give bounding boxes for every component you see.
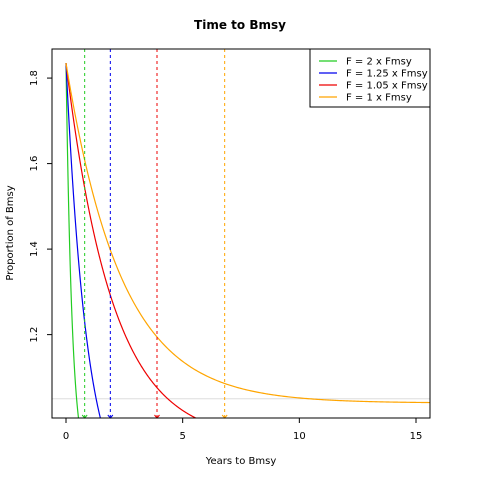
x-tick-label-0: 0 <box>63 431 69 442</box>
x-tick-label-2: 10 <box>293 431 306 442</box>
y-axis-label: Proportion of Bmsy <box>5 185 16 280</box>
y-tick-label-3: 1.8 <box>29 70 40 86</box>
y-tick-label-0: 1.2 <box>29 327 40 343</box>
series-line-0 <box>65 63 80 418</box>
series-line-1 <box>65 63 101 418</box>
x-tick-label-1: 5 <box>179 431 185 442</box>
series-line-3 <box>65 63 430 404</box>
y-tick-label-1: 1.4 <box>29 241 40 257</box>
chart-title: Time to Bmsy <box>194 18 286 32</box>
legend-label-0: F = 2 x Fmsy <box>346 57 412 68</box>
x-axis-label: Years to Bmsy <box>205 456 277 467</box>
series-line-2 <box>65 63 197 418</box>
legend-label-1: F = 1.25 x Fmsy <box>346 69 428 80</box>
x-tick-label-3: 15 <box>410 431 423 442</box>
plot-frame <box>51 48 431 419</box>
legend-label-3: F = 1 x Fmsy <box>346 93 412 104</box>
legend-label-2: F = 1.05 x Fmsy <box>346 81 428 92</box>
plot-area: 0 5 10 15 1.2 1.4 1.6 1.8 <box>29 48 431 442</box>
y-tick-label-2: 1.6 <box>29 156 40 172</box>
